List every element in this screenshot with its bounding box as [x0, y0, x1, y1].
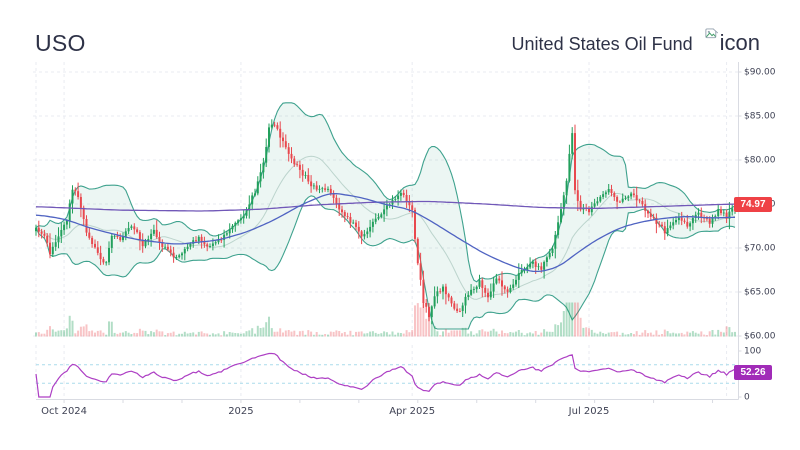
- last-price-badge: 74.97: [734, 197, 772, 212]
- price-axis-tick: $90.00: [744, 68, 776, 78]
- price-axis-tick: $60.00: [744, 332, 776, 342]
- rsi-value-badge: 52.26: [734, 365, 772, 380]
- logo: icon: [705, 28, 760, 56]
- price-axis-tick: $65.00: [744, 288, 776, 298]
- header-right: United States Oil Fund icon: [511, 28, 760, 56]
- x-axis-tick: Apr 2025: [389, 406, 435, 417]
- logo-text: icon: [719, 30, 760, 55]
- x-axis-tick: Oct 2024: [41, 406, 87, 417]
- price-axis-tick: $85.00: [744, 112, 776, 122]
- broken-image-icon: [705, 28, 720, 56]
- price-axis-tick: $70.00: [744, 244, 776, 254]
- rsi-axis-tick: 100: [744, 347, 761, 357]
- symbol-title: USO: [35, 30, 86, 56]
- price-axis-tick: $80.00: [744, 156, 776, 166]
- rsi-axis-tick: 0: [744, 393, 750, 403]
- fund-name: United States Oil Fund: [511, 34, 693, 54]
- x-axis-tick: Jul 2025: [568, 406, 610, 417]
- x-axis-tick: 2025: [228, 406, 253, 417]
